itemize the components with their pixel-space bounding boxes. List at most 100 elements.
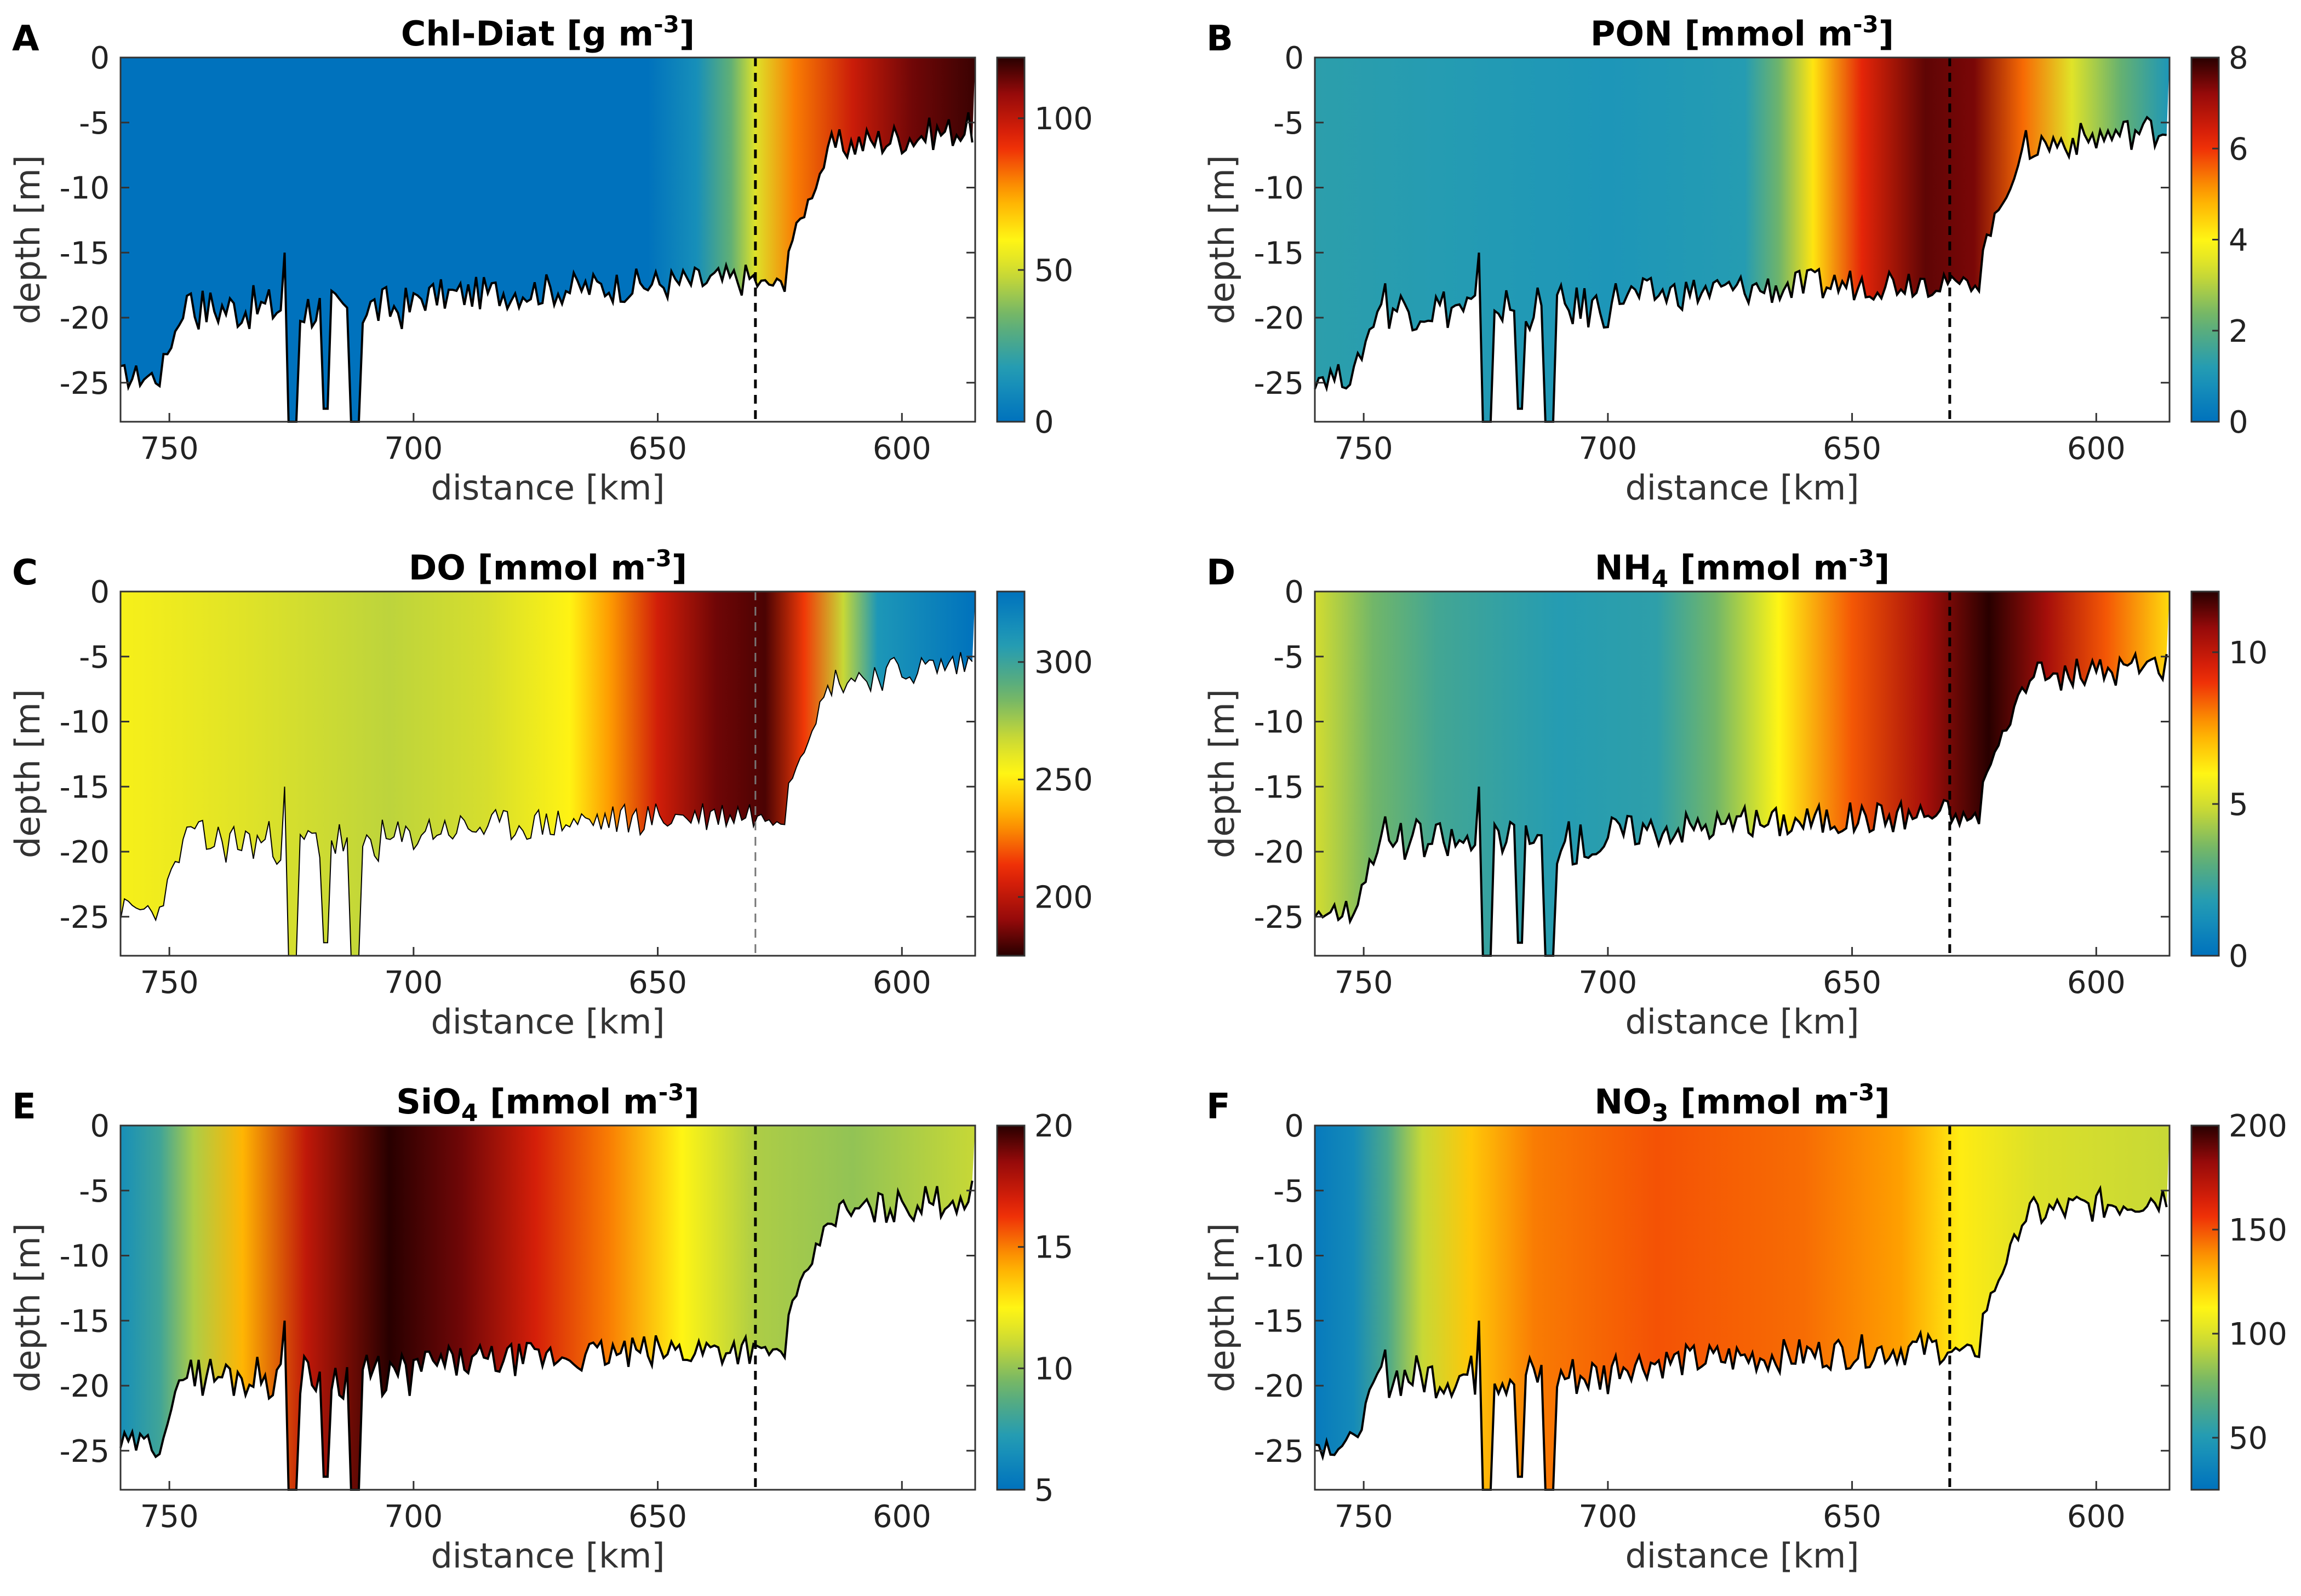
- colorbar-tick-label: 4: [2229, 223, 2248, 259]
- colorbar-tick-label: 0: [2229, 939, 2248, 974]
- panel-letter-c: C: [12, 553, 38, 593]
- bathymetry-line-d: [1314, 650, 2168, 957]
- y-tick-label: -15: [60, 1304, 110, 1339]
- panel-title-e: SiO4 [mmol m-3]: [396, 1079, 699, 1127]
- x-tick-label: 700: [1578, 1499, 1637, 1535]
- x-axis-label: distance [km]: [1625, 1002, 1859, 1042]
- y-tick-label: -20: [60, 301, 110, 336]
- x-tick-label: 600: [2067, 965, 2126, 1001]
- field-e: [121, 1126, 975, 1490]
- y-tick-label: -10: [1254, 705, 1304, 740]
- y-tick-label: -20: [60, 1369, 110, 1404]
- colorbar-tick-label: 0: [1034, 405, 1054, 440]
- axes-frame-b: [1314, 56, 2171, 423]
- x-tick-label: 650: [628, 431, 687, 467]
- colorbar-tick-label: 0: [2229, 405, 2248, 440]
- y-tick-label: -15: [1254, 1304, 1304, 1339]
- panel-title-a: Chl-Diat [g m-3]: [401, 11, 695, 54]
- y-tick-label: -10: [1254, 1239, 1304, 1274]
- panel-b: B 750 700 650 600 0 -5 -10 -15 -20 -25 distance [k…: [1202, 11, 2248, 508]
- x-tick-label: 650: [1823, 965, 1881, 1001]
- y-tick-label: -15: [60, 770, 110, 805]
- x-tick-label: 700: [384, 431, 443, 467]
- field-a: [121, 58, 975, 422]
- x-axis-label: distance [km]: [1625, 1536, 1859, 1576]
- y-tick-label: -25: [1254, 1434, 1304, 1469]
- y-tick-label: -5: [1273, 106, 1304, 141]
- x-axis-label: distance [km]: [431, 1536, 665, 1576]
- y-tick-label: -25: [1254, 900, 1304, 935]
- colorbar-tick-label: 20: [1034, 1109, 1073, 1144]
- panel-a: A 750 700 650 600 0 -5 -10 -15 -20 -25 distance [k…: [8, 11, 1093, 508]
- bathymetry-line-b: [1314, 115, 2167, 423]
- panel-d: D 750 700 650 600 0 -5 -10 -15 -20 -25 distance [k…: [1202, 545, 2268, 1042]
- colorbar-tick-label: 8: [2229, 41, 2248, 76]
- panel-title-b: PON [mmol m-3]: [1590, 11, 1894, 54]
- x-tick-label: 600: [873, 431, 931, 467]
- y-tick-label: -5: [1273, 640, 1304, 675]
- x-axis-label: distance [km]: [1625, 468, 1859, 508]
- bathymetry-line-c: [120, 652, 973, 956]
- colorbar-tick-label: 150: [2229, 1213, 2287, 1248]
- y-tick-label: -25: [60, 366, 110, 401]
- bathymetry-line-a: [120, 112, 974, 423]
- panel-letter-d: D: [1206, 553, 1235, 593]
- y-tick-label: -20: [1254, 1369, 1304, 1404]
- x-tick-label: 650: [1823, 1499, 1881, 1535]
- y-tick-label: -20: [60, 835, 110, 870]
- plot-area-a: 750 700 650 600 0 -5 -10 -15 -20 -25 distance [km]…: [8, 11, 1093, 508]
- x-tick-label: 600: [2067, 1499, 2126, 1535]
- x-tick-label: 750: [140, 1499, 199, 1535]
- colorbar-tick-label: 50: [1034, 253, 1073, 289]
- colorbar-tick-label: 100: [1034, 101, 1093, 137]
- y-tick-label: -5: [79, 106, 110, 141]
- y-tick-label: 0: [1284, 1109, 1304, 1144]
- field-b: [1315, 58, 2170, 422]
- colorbar-tick-label: 5: [2229, 787, 2248, 823]
- y-tick-label: -20: [1254, 835, 1304, 870]
- y-axis-label: depth [m]: [8, 1223, 48, 1392]
- y-axis-label: depth [m]: [8, 155, 48, 324]
- panel-letter-b: B: [1206, 19, 1233, 59]
- y-tick-label: -10: [1254, 171, 1304, 206]
- y-tick-label: 0: [1284, 575, 1304, 610]
- axes-frame-e: [119, 1124, 976, 1491]
- y-tick-label: 0: [90, 575, 110, 610]
- y-tick-label: -15: [1254, 236, 1304, 271]
- x-tick-label: 750: [1335, 1499, 1393, 1535]
- y-axis-label: depth [m]: [1202, 689, 1242, 858]
- y-tick-label: 0: [1284, 41, 1304, 76]
- x-tick-label: 700: [1578, 431, 1637, 467]
- axes-frame-a: [119, 56, 976, 423]
- y-axis-label: depth [m]: [8, 689, 48, 858]
- x-tick-label: 600: [873, 965, 931, 1001]
- colorbar-d: [2190, 590, 2220, 957]
- x-tick-label: 700: [1578, 965, 1637, 1001]
- field-d: [1315, 592, 2170, 956]
- colorbar-tick-label: 2: [2229, 314, 2248, 349]
- panel-f: F 750 700 650 600 0 -5 -10 -15 -20 -25 distance [k…: [1202, 1079, 2287, 1576]
- colorbar-tick-label: 200: [2229, 1109, 2287, 1144]
- y-tick-label: -5: [79, 640, 110, 675]
- axes-frame-f: [1314, 1124, 2171, 1491]
- panel-title-d: NH4 [mmol m-3]: [1595, 545, 1890, 593]
- colorbar-a: [996, 56, 1026, 423]
- panel-letter-a: A: [12, 19, 39, 59]
- colorbar-tick-label: 15: [1034, 1230, 1073, 1266]
- y-tick-label: -5: [79, 1174, 110, 1209]
- colorbar-tick-label: 250: [1034, 762, 1093, 798]
- colorbar-f: [2190, 1124, 2220, 1491]
- axes-frame-c: [119, 590, 976, 957]
- field-c: [121, 592, 975, 956]
- panel-c: C 750 700 650 600 0 -5 -10 -15 -20 -25 distance [k…: [8, 545, 1093, 1042]
- colorbar-tick-label: 5: [1034, 1473, 1054, 1508]
- colorbar-e: [996, 1124, 1026, 1491]
- x-tick-label: 650: [628, 1499, 687, 1535]
- plot-area-e: 750 700 650 600 0 -5 -10 -15 -20 -25 distance [km]…: [8, 1079, 1073, 1576]
- plot-area-f: 750 700 650 600 0 -5 -10 -15 -20 -25 distance [km]…: [1202, 1079, 2287, 1576]
- colorbar-tick-label: 300: [1034, 645, 1093, 681]
- y-tick-label: -15: [1254, 770, 1304, 805]
- colorbar-c: [996, 590, 1026, 957]
- x-tick-label: 750: [140, 965, 199, 1001]
- y-tick-label: 0: [90, 41, 110, 76]
